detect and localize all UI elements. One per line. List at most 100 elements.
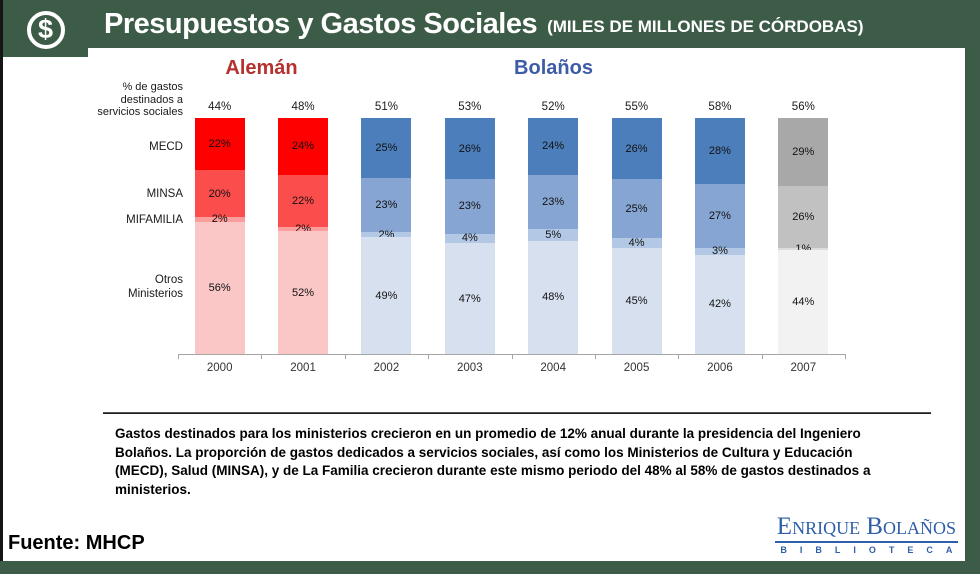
segment-value-label: 24% xyxy=(542,140,565,153)
right-border xyxy=(965,0,980,574)
stacked-bar-2001: 24% 22% 2% 52% xyxy=(278,118,329,354)
segment-mecd: 22% xyxy=(194,118,245,170)
year-label: 2003 xyxy=(457,362,483,374)
segment-value-label: 4% xyxy=(461,232,478,245)
segment-mecd: 26% xyxy=(444,118,495,180)
bottom-border xyxy=(0,561,980,574)
segment-minsa: 23% xyxy=(444,179,495,234)
axis-tick xyxy=(344,355,346,359)
segment-value-label: 29% xyxy=(792,146,815,159)
bar-total-label: 44% xyxy=(208,101,232,113)
page-subtitle: (MILES DE MILLONES DE CÓRDOBAS) xyxy=(547,17,864,36)
page-title: Presupuestos y Gastos Sociales xyxy=(104,7,538,40)
segment-value-label: 26% xyxy=(792,211,815,224)
axis-tick xyxy=(428,355,430,359)
segment-otros-ministerios: 47% xyxy=(444,243,495,354)
segment-value-label: 52% xyxy=(292,286,315,299)
bar-total-label: 53% xyxy=(458,101,482,113)
segment-mecd: 26% xyxy=(611,118,662,180)
segment-mecd: 24% xyxy=(278,118,329,175)
bar-column-2001: 48% 24% 22% 2% 52% xyxy=(261,101,344,354)
axis-tick xyxy=(178,355,179,359)
row-label-minsa: MINSA xyxy=(146,188,183,200)
segment-value-label: 22% xyxy=(292,194,315,207)
segment-mifamilia: 3% xyxy=(694,245,745,258)
segment-otros-ministerios: 48% xyxy=(528,240,579,354)
stacked-bar-2006: 28% 27% 3% 42% xyxy=(694,118,745,354)
bar-total-label: 55% xyxy=(625,101,649,113)
left-border xyxy=(0,0,3,574)
year-label: 2000 xyxy=(206,362,233,374)
segment-mifamilia: 4% xyxy=(444,232,495,245)
segment-value-label: 48% xyxy=(542,291,565,304)
axis-tick xyxy=(845,355,846,359)
segment-value-label: 22% xyxy=(208,137,231,150)
stacked-bar-2002: 25% 23% 2% 49% xyxy=(361,118,412,354)
axis-tick xyxy=(261,355,263,359)
segment-value-label: 3% xyxy=(711,245,728,258)
bar-column-2005: 55% 26% 25% 4% 45% xyxy=(595,101,678,354)
segment-mifamilia: 5% xyxy=(528,228,579,241)
segment-value-label: 26% xyxy=(458,142,481,155)
bar-total-label: 56% xyxy=(791,101,815,113)
source-label: Fuente: MHCP xyxy=(8,532,145,554)
year-label: 2007 xyxy=(790,362,817,374)
stacked-bar-2005: 26% 25% 4% 45% xyxy=(611,118,662,354)
year-label: 2002 xyxy=(373,362,400,374)
bar-column-2003: 53% 26% 23% 4% 47% xyxy=(428,101,511,354)
segment-otros-ministerios: 42% xyxy=(694,254,745,354)
year-label: 2005 xyxy=(623,362,650,374)
stacked-bar-2000: 22% 20% 2% 56% xyxy=(194,118,245,354)
axis-tick xyxy=(761,355,763,359)
bar-total-label: 58% xyxy=(708,101,732,113)
segment-value-label: 23% xyxy=(458,200,481,213)
segment-value-label: 28% xyxy=(708,145,731,158)
bar-column-2000: 44% 22% 20% 2% 56% xyxy=(178,101,261,354)
segment-value-label: 20% xyxy=(208,187,231,200)
dollar-sign-icon: $ xyxy=(37,14,54,44)
row-label-mecd: MECD xyxy=(149,141,183,153)
row-label-mifamilia: MIFAMILIA xyxy=(126,214,183,226)
row-label-otros-ministerios: Otros Ministerios xyxy=(128,274,183,300)
segment-otros-ministerios: 56% xyxy=(194,221,245,354)
segment-otros-ministerios: 52% xyxy=(278,231,329,354)
x-axis-year-labels: 2000 2001 2002 2003 2004 2005 2006 2007 xyxy=(178,362,845,374)
year-label: 2001 xyxy=(290,362,316,374)
segment-value-label: 4% xyxy=(628,237,645,250)
stacked-bar-2004: 24% 23% 5% 48% xyxy=(528,118,579,354)
biblioteca-logo: Enrique Bolaños BIBLIOTECA xyxy=(774,514,958,555)
year-label: 2004 xyxy=(540,362,566,374)
segment-value-label: 5% xyxy=(545,228,562,241)
segment-otros-ministerios: 45% xyxy=(611,247,662,354)
bar-column-2006: 58% 28% 27% 3% 42% xyxy=(678,101,761,354)
segment-mecd: 29% xyxy=(778,118,829,187)
axis-tick xyxy=(678,355,680,359)
y-axis-label: % de gastos destinados a servicios socia… xyxy=(97,81,183,118)
bar-column-2002: 51% 25% 23% 2% 49% xyxy=(345,101,428,354)
divider-line xyxy=(103,412,931,414)
segment-mecd: 28% xyxy=(694,118,745,185)
year-label: 2006 xyxy=(707,362,733,374)
segment-mecd: 25% xyxy=(361,118,412,178)
segment-value-label: 25% xyxy=(625,202,648,215)
header-band: Presupuestos y Gastos Sociales (MILES DE… xyxy=(0,0,980,48)
segment-minsa: 26% xyxy=(778,186,829,248)
bar-column-2004: 52% 24% 23% 5% 48% xyxy=(512,101,595,354)
era-label-aleman: Alemán xyxy=(225,57,298,79)
segment-minsa: 23% xyxy=(528,174,579,229)
segment-minsa: 22% xyxy=(278,174,329,227)
bar-total-label: 52% xyxy=(541,101,565,113)
segment-value-label: 45% xyxy=(625,294,648,307)
segment-minsa: 20% xyxy=(194,169,245,218)
segment-minsa: 25% xyxy=(611,179,662,239)
logo-subtitle: BIBLIOTECA xyxy=(780,545,966,555)
segment-value-label: 27% xyxy=(708,209,731,222)
coin-ring-icon: $ xyxy=(26,10,65,49)
x-axis-line xyxy=(178,354,846,355)
segment-minsa: 23% xyxy=(361,177,412,233)
segment-mifamilia: 4% xyxy=(611,237,662,250)
bar-total-label: 48% xyxy=(291,101,315,113)
segment-value-label: 56% xyxy=(208,281,231,294)
logo-title: Enrique Bolaños xyxy=(774,514,958,543)
